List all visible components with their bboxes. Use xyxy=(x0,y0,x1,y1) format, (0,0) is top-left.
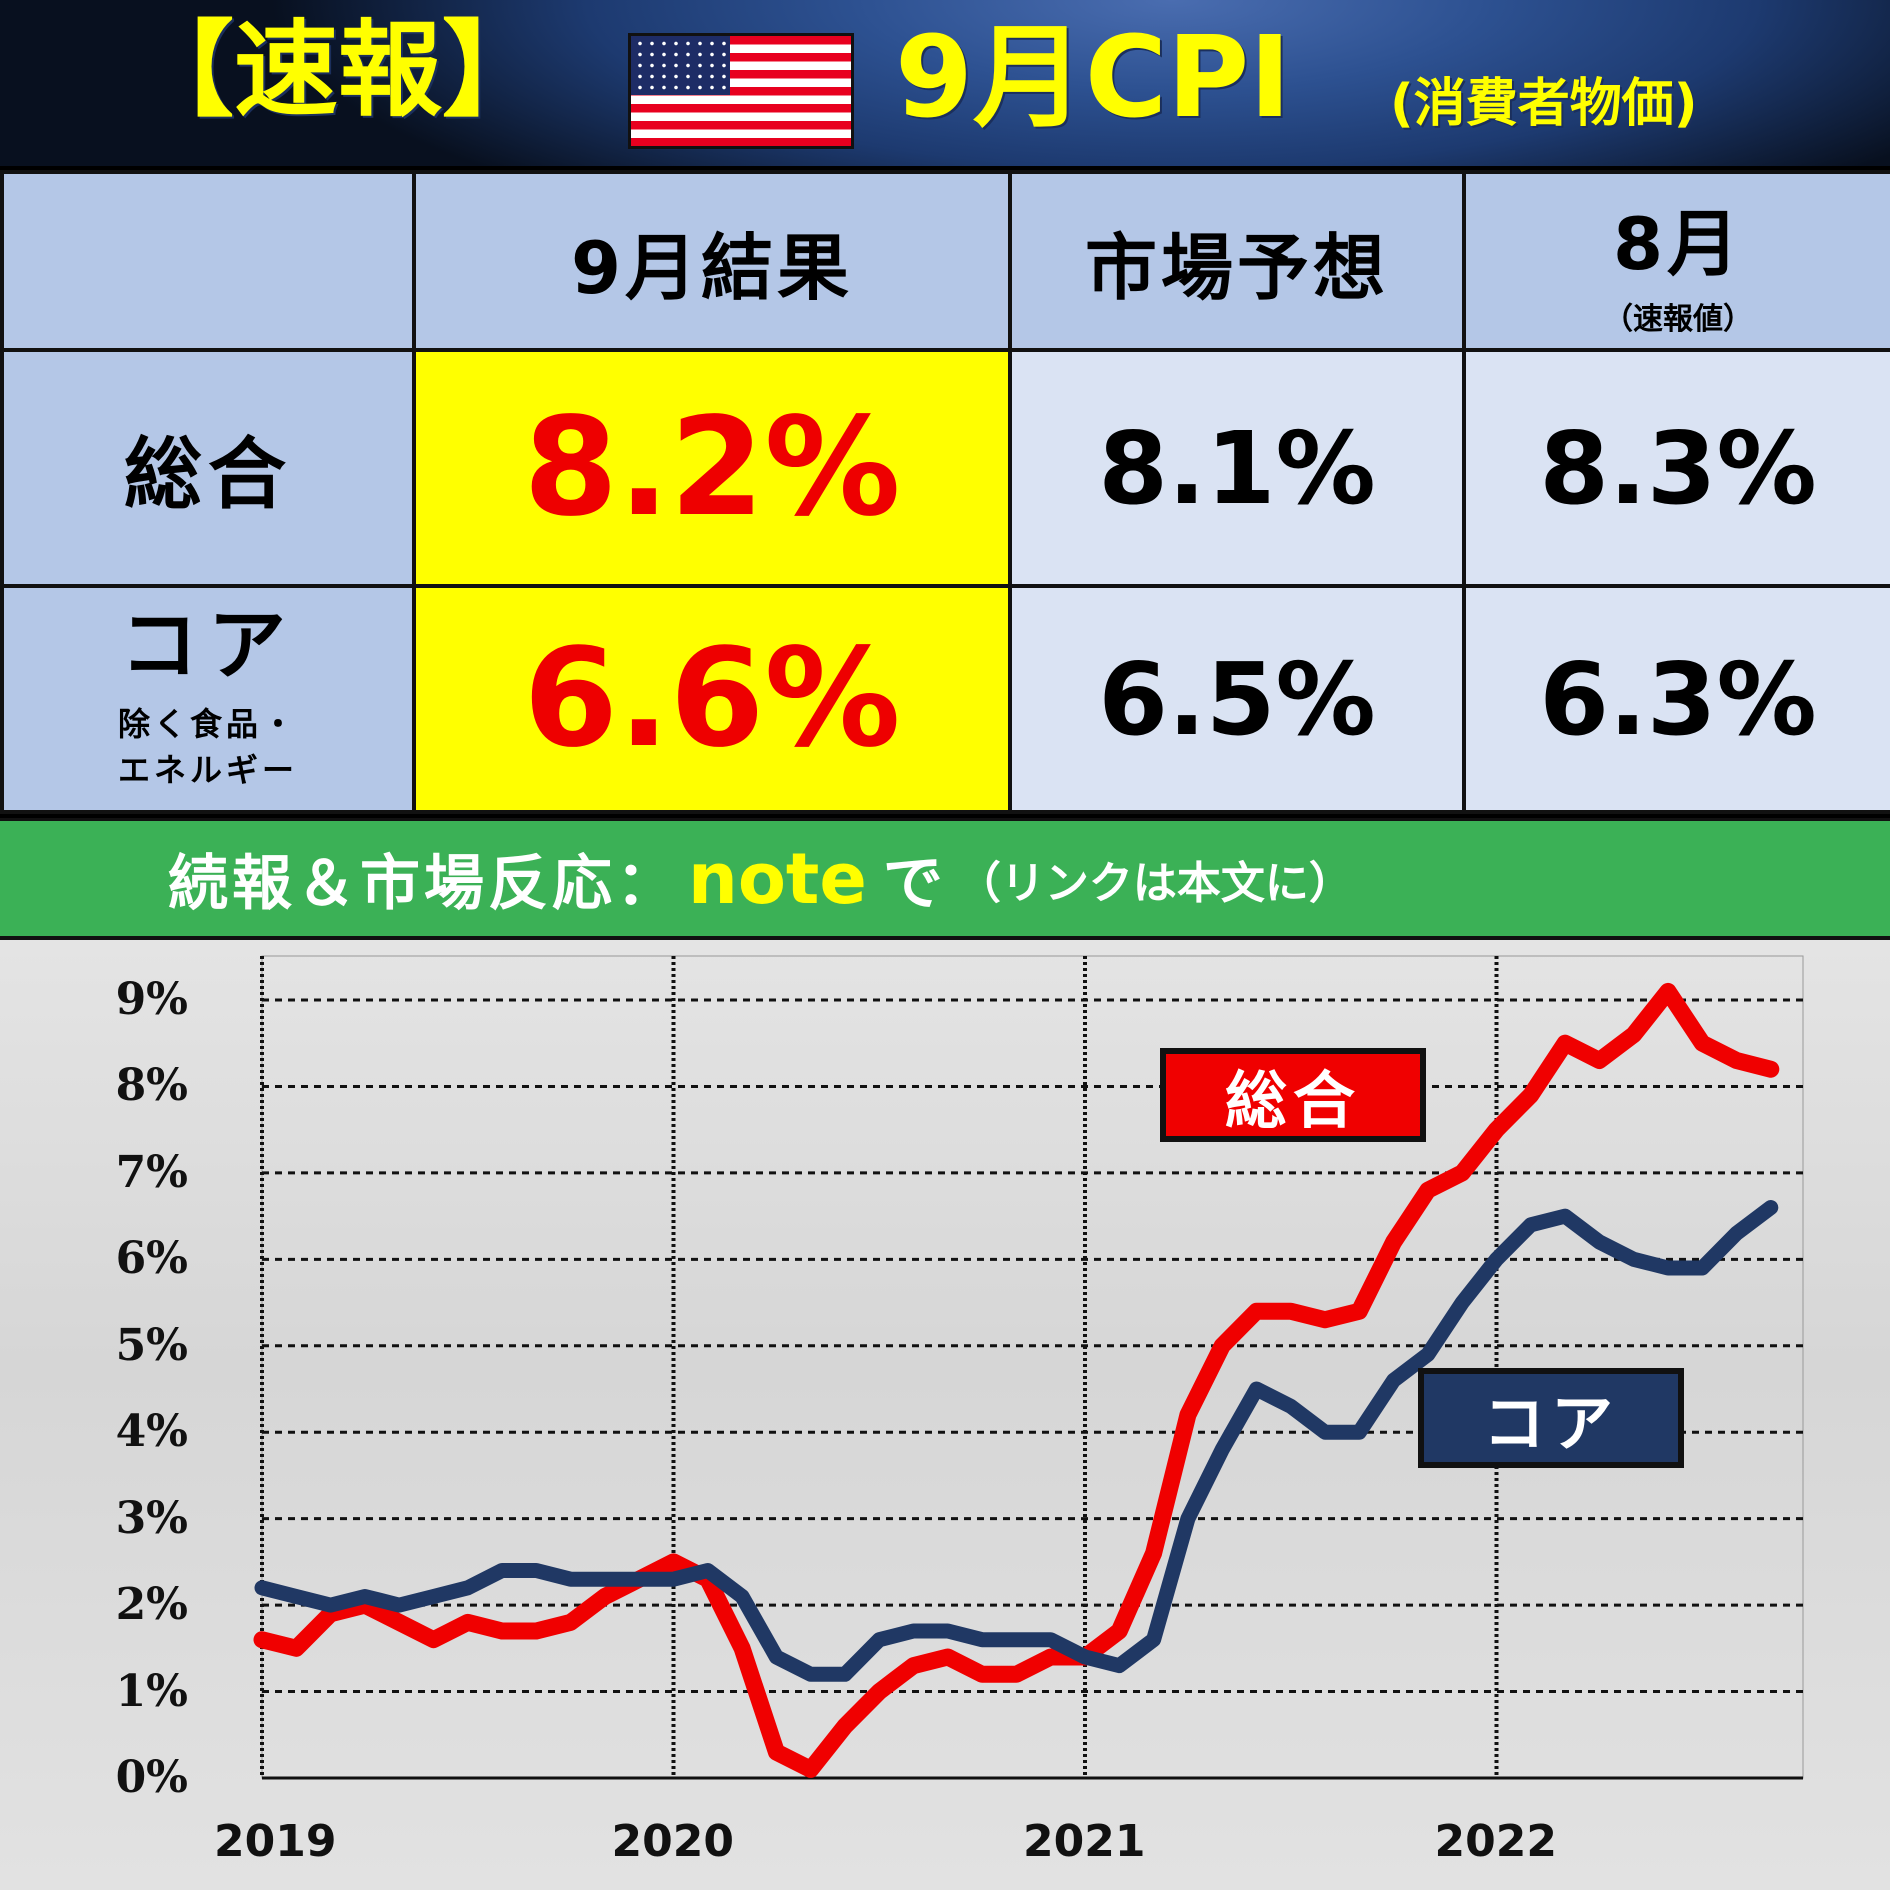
x-tick-label: 2021 xyxy=(1023,1816,1146,1867)
table-row-headline: 総合 8.2% 8.1% 8.3% xyxy=(0,348,1890,588)
col-august: 8月 （速報値） xyxy=(1462,170,1890,352)
headline-result: 8.2% xyxy=(412,348,1012,588)
cpi-table: 9月結果 市場予想 8月 （速報値） 総合 8.2% 8.1% 8.3% コア … xyxy=(0,170,1890,814)
y-tick-label: 7% xyxy=(115,1146,188,1198)
note-link-banner[interactable]: 続報＆市場反応： note で （リンクは本文に） xyxy=(0,818,1890,940)
col-august-label: 8月 xyxy=(1612,201,1744,286)
row-label-text: コア xyxy=(119,601,296,691)
breaking-badge: 【速報】 xyxy=(130,9,547,131)
table-header-row: 9月結果 市場予想 8月 （速報値） xyxy=(0,170,1890,352)
row-label-headline: 総合 xyxy=(0,348,416,588)
col-august-sub: （速報値） xyxy=(1603,301,1753,337)
x-tick-label: 2019 xyxy=(214,1816,337,1867)
title-banner: 【速報】 9月CPI (消費者物価) xyxy=(0,0,1890,170)
header-empty xyxy=(0,170,416,352)
banner-note: （リンクは本文に） xyxy=(956,857,1353,909)
cpi-line-chart: 0% 1% 2% 3% 4% 5% 6% 7% 8% 9% 2019 2020 2021 2022 総合… xyxy=(0,940,1890,1890)
headline-forecast: 8.1% xyxy=(1008,348,1466,588)
y-tick-label: 1% xyxy=(115,1665,188,1717)
headline-previous: 8.3% xyxy=(1462,348,1890,588)
row-sublabel: エネルギー xyxy=(117,751,298,789)
legend-headline: 総合 xyxy=(1160,1048,1426,1142)
us-flag-icon xyxy=(628,33,854,149)
y-tick-label: 4% xyxy=(115,1406,188,1458)
y-tick-label: 9% xyxy=(115,974,188,1025)
y-tick-label: 8% xyxy=(115,1060,188,1112)
y-tick-label: 2% xyxy=(115,1579,188,1631)
y-tick-label: 0% xyxy=(115,1752,188,1803)
x-tick-label: 2022 xyxy=(1434,1816,1557,1867)
legend-core: コア xyxy=(1418,1368,1684,1468)
x-tick-label: 2020 xyxy=(611,1816,734,1867)
row-label-text: 総合 xyxy=(123,430,292,520)
row-label-core: コア 除く食品・ エネルギー xyxy=(0,584,416,814)
core-forecast: 6.5% xyxy=(1008,584,1466,814)
y-tick-label: 5% xyxy=(115,1319,188,1371)
core-result: 6.6% xyxy=(412,584,1012,814)
page-title: 9月CPI xyxy=(895,13,1291,143)
col-market-forecast: 市場予想 xyxy=(1008,170,1466,352)
row-sublabel: 除く食品・ xyxy=(117,705,298,743)
headline-cpi-line xyxy=(253,982,1780,1778)
core-previous: 6.3% xyxy=(1462,584,1890,814)
table-row-core: コア 除く食品・ エネルギー 6.6% 6.5% 6.3% xyxy=(0,584,1890,814)
y-tick-label: 6% xyxy=(115,1233,188,1285)
note-link[interactable]: note xyxy=(688,837,867,920)
banner-text: で xyxy=(882,849,943,919)
core-cpi-line xyxy=(254,1200,1779,1682)
col-september-result: 9月結果 xyxy=(412,170,1012,352)
page-subtitle: (消費者物価) xyxy=(1390,74,1698,134)
y-tick-label: 3% xyxy=(115,1492,188,1544)
banner-text: 続報＆市場反応： xyxy=(168,849,680,919)
plot-area xyxy=(253,955,1804,1780)
